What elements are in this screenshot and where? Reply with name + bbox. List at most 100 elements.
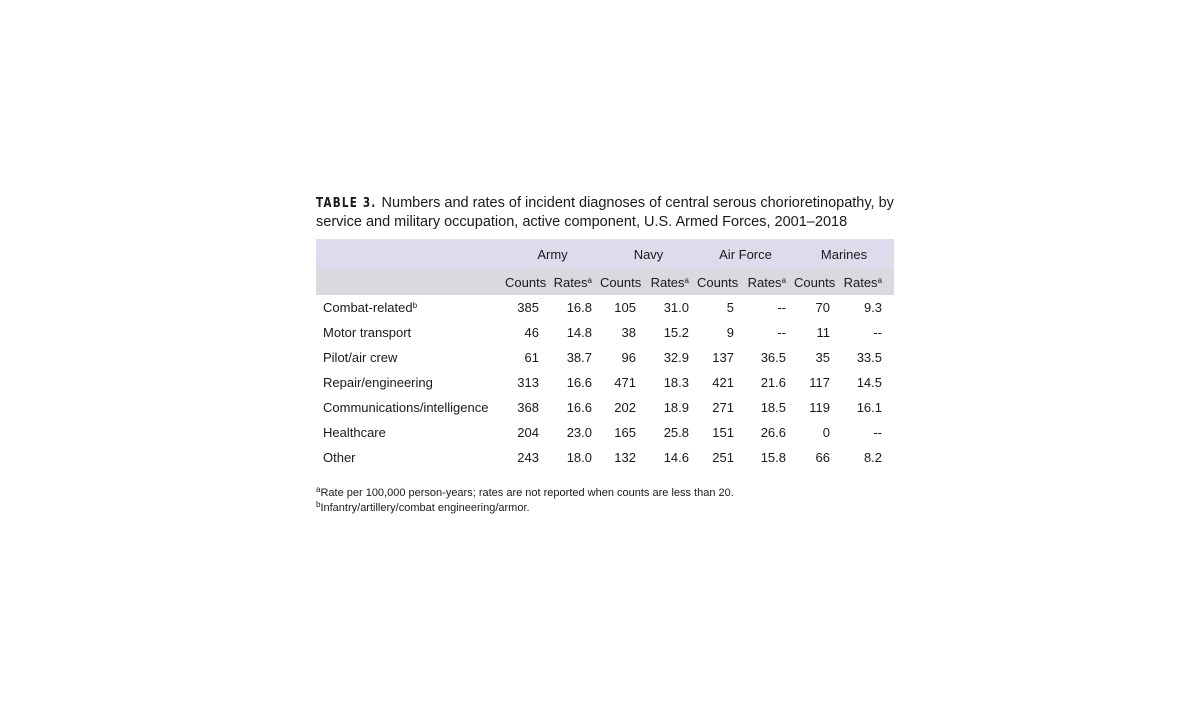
row-label: Combat-relatedb: [323, 300, 418, 315]
rate-cell: 25.8: [663, 425, 689, 440]
rates-header: Ratesa: [747, 274, 787, 290]
rate-cell: 21.6: [760, 375, 787, 390]
header-air-force: Air Force: [719, 246, 772, 262]
rate-cell: 8.2: [863, 450, 883, 465]
count-cell: 9: [726, 325, 734, 340]
count-cell: 271: [712, 400, 734, 415]
count-cell: 0: [822, 425, 831, 440]
table-row: Healthcare 204 23.0 165 25.8 151 26.6 0 --: [316, 420, 894, 445]
table-row: Communications/intelligence 368 16.6 202 18.…: [316, 395, 894, 420]
count-cell: 471: [614, 375, 636, 390]
count-cell: 11: [816, 325, 831, 340]
count-cell: 35: [815, 350, 831, 365]
count-cell: 119: [809, 400, 831, 415]
footnote-marker: a: [316, 485, 321, 494]
footnote-text: Infantry/artillery/combat engineering/ar…: [320, 502, 530, 514]
table-caption: TABLE 3. Numbers and rates of incident d…: [316, 194, 906, 231]
table-row: Combat-relatedb 385 16.8 105 31.0 5 -- 70 9.3: [316, 295, 894, 320]
rate-cell: 32.9: [663, 350, 689, 365]
footnote-marker: a: [781, 275, 787, 285]
rate-cell: 16.6: [566, 375, 592, 390]
count-cell: 243: [517, 450, 539, 465]
counts-header: Counts: [697, 274, 739, 290]
table-title: Numbers and rates of incident diagnoses …: [316, 195, 894, 230]
count-cell: 5: [726, 300, 734, 315]
rate-cell: 36.5: [760, 350, 787, 365]
empty-header-cell: [316, 239, 505, 269]
count-cell: 313: [517, 375, 539, 390]
header-army: Army: [537, 246, 568, 262]
row-label: Other: [323, 450, 356, 465]
count-cell: 421: [712, 375, 734, 390]
count-cell: 132: [614, 450, 636, 465]
footnote-marker: a: [877, 275, 883, 285]
service-header-row: Army Navy Air Force Marines: [316, 239, 895, 269]
footnote-marker: a: [684, 275, 689, 285]
rate-cell: 16.1: [856, 400, 883, 415]
row-label: Healthcare: [323, 425, 386, 440]
header-marines: Marines: [820, 246, 868, 262]
rate-cell: 18.9: [663, 400, 689, 415]
rate-cell: 14.5: [856, 375, 883, 390]
rate-cell: 31.0: [663, 300, 689, 315]
rate-cell: 15.8: [760, 450, 787, 465]
row-label: Repair/engineering: [323, 375, 433, 390]
count-cell: 368: [517, 400, 539, 415]
count-cell: 46: [524, 325, 539, 340]
rate-cell: 26.6: [760, 425, 787, 440]
footnote: aRate per 100,000 person-years; rates ar…: [316, 486, 734, 501]
count-cell: 385: [517, 300, 539, 315]
count-cell: 96: [621, 350, 636, 365]
counts-header: Counts: [600, 274, 642, 290]
counts-header: Counts: [505, 274, 547, 290]
count-cell: 61: [524, 350, 539, 365]
count-cell: 38: [621, 325, 636, 340]
data-table: Army Navy Air Force Marines Counts Ratesa…: [316, 239, 895, 470]
rate-cell: --: [873, 325, 883, 340]
rate-cell: 18.3: [663, 375, 689, 390]
count-cell: 137: [712, 350, 734, 365]
rate-cell: --: [873, 425, 883, 440]
subheader-row: Counts Ratesa Counts Ratesa Counts Ratesa Coun…: [316, 269, 895, 295]
rates-header: Ratesa: [650, 274, 689, 290]
rate-cell: 15.2: [663, 325, 689, 340]
rates-header: Ratesa: [553, 274, 592, 290]
empty-header-cell: [316, 269, 505, 295]
footnote-text: Rate per 100,000 person-years; rates are…: [320, 487, 734, 499]
rates-header: Ratesa: [843, 274, 883, 290]
rate-cell: 18.5: [760, 400, 787, 415]
row-label: Communications/intelligence: [323, 400, 489, 415]
count-cell: 202: [614, 400, 636, 415]
footnotes: aRate per 100,000 person-years; rates ar…: [316, 486, 734, 516]
rate-cell: 14.8: [566, 325, 592, 340]
count-cell: 165: [614, 425, 636, 440]
count-cell: 70: [815, 300, 831, 315]
table-row: Pilot/air crew 61 38.7 96 32.9 137 36.5 35 33.5: [316, 345, 894, 370]
count-cell: 117: [809, 375, 831, 390]
table-row: Repair/engineering 313 16.6 471 18.3 421 21.6 1…: [316, 370, 894, 395]
table-row: Motor transport 46 14.8 38 15.2 9 -- 11 --: [316, 320, 894, 345]
footnote: bInfantry/artillery/combat engineering/a…: [316, 501, 734, 516]
row-label: Motor transport: [323, 325, 412, 340]
count-cell: 251: [712, 450, 734, 465]
count-cell: 204: [517, 425, 539, 440]
rate-cell: 23.0: [566, 425, 592, 440]
count-cell: 151: [712, 425, 734, 440]
table-body: Combat-relatedb 385 16.8 105 31.0 5 -- 70 9.3 Mot…: [316, 295, 894, 470]
rate-cell: 38.7: [566, 350, 592, 365]
footnote-marker: b: [316, 500, 321, 509]
rate-cell: 14.6: [663, 450, 689, 465]
counts-header: Counts: [794, 274, 836, 290]
rate-cell: --: [777, 300, 787, 315]
count-cell: 66: [815, 450, 831, 465]
header-navy: Navy: [633, 246, 664, 262]
footnote-marker: b: [412, 301, 418, 310]
rate-cell: 16.8: [566, 300, 592, 315]
rate-cell: 9.3: [863, 300, 883, 315]
table-row: Other 243 18.0 132 14.6 251 15.8 66 8.2: [316, 445, 894, 470]
row-label: Pilot/air crew: [323, 350, 398, 365]
rate-cell: 16.6: [566, 400, 592, 415]
count-cell: 105: [614, 300, 636, 315]
footnote-marker: a: [587, 275, 592, 285]
rate-cell: 33.5: [856, 350, 883, 365]
